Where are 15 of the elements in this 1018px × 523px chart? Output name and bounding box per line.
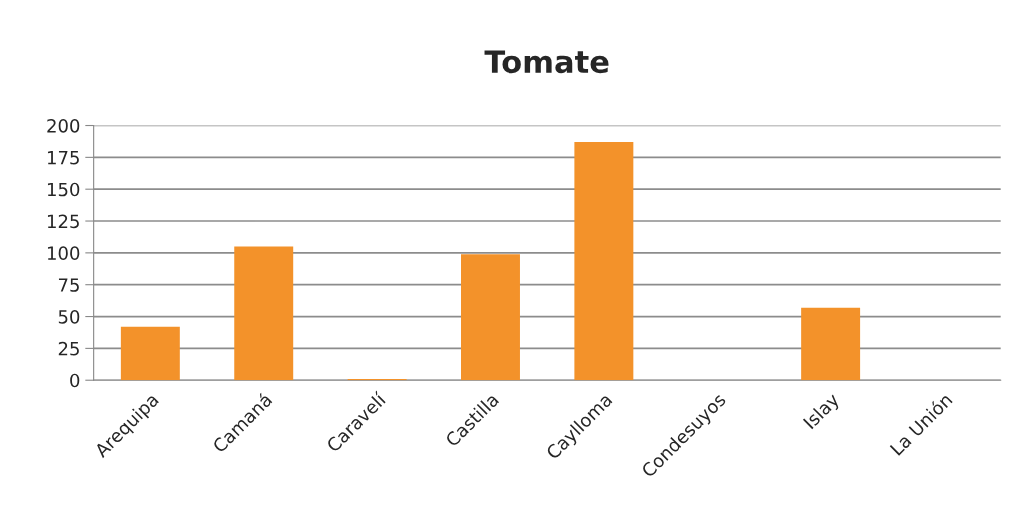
y-tick-label: 150	[47, 182, 80, 197]
y-tick-label: 0	[70, 373, 80, 388]
y-tick-label: 200	[47, 118, 80, 133]
y-tick-label: 50	[58, 310, 80, 324]
bar	[801, 307, 861, 381]
y-tick-label: 175	[47, 151, 79, 165]
y-tick-label: 125	[47, 214, 79, 229]
bar	[234, 246, 294, 381]
y-tick-label: 100	[47, 246, 80, 260]
bar	[461, 254, 520, 381]
bar	[574, 142, 634, 381]
chart-title: Tomate	[484, 50, 609, 74]
y-tick-label: 25	[58, 341, 79, 356]
y-tick-label: 75	[58, 278, 79, 292]
bar	[120, 326, 180, 381]
